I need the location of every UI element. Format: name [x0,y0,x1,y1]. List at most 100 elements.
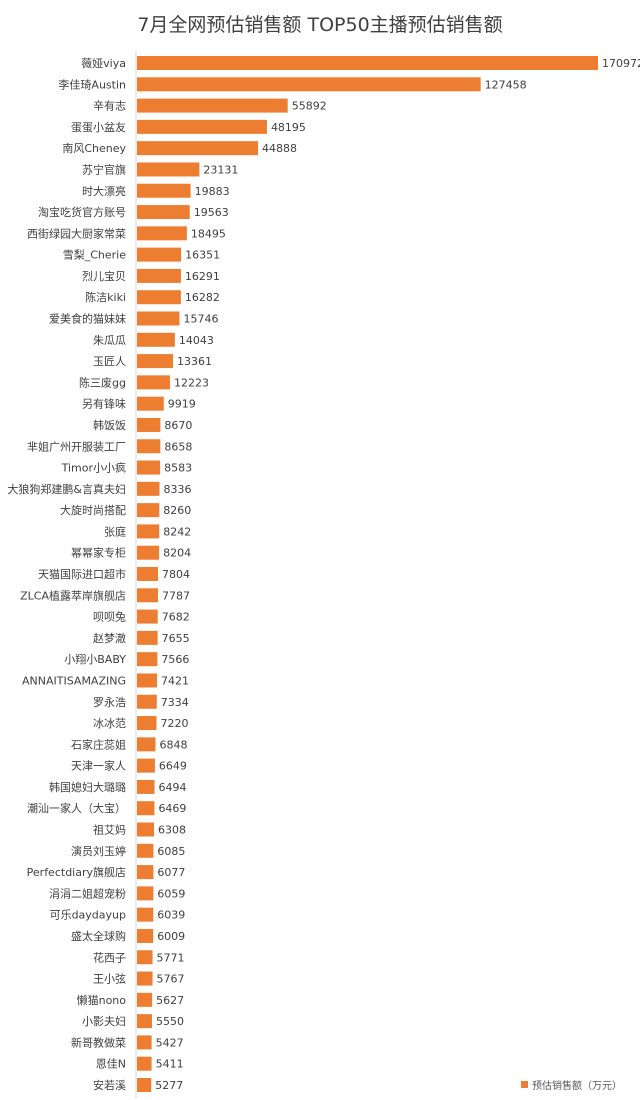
bar [137,907,154,922]
data-label: 5627 [156,994,184,1007]
bar [137,205,190,220]
bar [137,524,160,539]
bar [137,460,161,475]
category-label: 时大漂亮 [82,184,126,198]
category-label: 可乐daydayup [50,909,126,922]
bar [137,843,154,858]
data-label: 12223 [174,376,209,389]
category-label: 天猫国际进口超市 [38,567,126,581]
bar [137,545,160,560]
data-label: 7682 [162,611,190,624]
category-label: 张庭 [104,524,126,538]
data-label: 5550 [156,1015,184,1028]
legend-label: 预估销售额（万元） [532,1081,622,1092]
category-label: ANNAITISAMAZING [22,674,126,687]
category-label: Timor小小疯 [61,461,126,475]
bar [137,332,175,347]
bar [137,758,155,773]
category-label: 涓涓二姐超宠粉 [49,886,126,900]
data-label: 14043 [179,334,214,347]
category-label: 雪梨_Cherie [63,248,126,262]
data-label: 6077 [157,866,185,879]
data-label: 8260 [163,504,191,517]
data-label: 19563 [194,206,229,219]
bar [137,119,267,134]
data-label: 5277 [155,1079,183,1092]
bar [137,396,164,411]
bar [137,886,154,901]
data-label: 8658 [164,440,192,453]
data-label: 6059 [157,887,185,900]
data-label: 48195 [271,121,306,134]
data-label: 7566 [161,653,189,666]
legend: 预估销售额（万元） [521,1077,622,1092]
category-label: 懒猫nono [77,993,127,1007]
data-label: 16291 [185,270,220,283]
bar [137,673,158,688]
category-label: 辛有志 [93,99,126,113]
category-label: 幂幂家专柜 [71,546,126,560]
bar [137,354,174,369]
category-label: 小影夫妇 [82,1015,126,1028]
category-label: 呗呗兔 [93,610,126,624]
category-label: 花西子 [93,951,126,964]
data-label: 8242 [163,525,191,538]
category-label: 南风Cheney [62,142,126,155]
data-label: 16351 [185,249,220,262]
category-label: 韩饭饭 [93,418,126,432]
data-label: 8336 [163,483,191,496]
data-label: 5411 [156,1058,184,1071]
bar [137,503,160,518]
category-label: 小翔小BABY [64,652,126,666]
bar [137,77,481,92]
data-label: 6308 [158,824,186,837]
bar [137,417,161,432]
data-label: 19883 [195,185,230,198]
bar [137,247,182,262]
category-label: 新哥教做菜 [71,1035,126,1049]
data-label: 6469 [158,802,186,815]
category-label: 陈洁kiki [85,290,126,304]
data-label: 55892 [292,100,327,113]
category-label: 朱瓜瓜 [93,334,126,347]
data-label: 6085 [157,845,185,858]
data-label: 5427 [156,1036,184,1049]
bar [137,609,158,624]
bar [137,992,153,1007]
data-label: 7655 [162,632,190,645]
data-label: 8583 [164,462,192,475]
bar [137,439,161,454]
bar [137,865,154,880]
data-label: 7421 [161,674,189,687]
data-label: 8204 [163,547,191,560]
category-label: 陈三废gg [79,375,126,389]
category-label: 石家庄蕊姐 [71,737,126,751]
bar [137,716,157,731]
category-label: ZLCA植露萃岸旗舰店 [20,588,126,602]
bar [137,226,187,241]
bar [137,98,288,113]
bar [137,928,154,943]
category-label: 潮汕一家人（大宝） [27,801,126,815]
data-label: 6649 [159,760,187,773]
bar [137,141,259,156]
data-label: 5767 [157,973,185,986]
bar [137,971,153,986]
data-label: 7220 [160,717,188,730]
category-label: 爱美食的猫妹妹 [49,312,126,326]
bar [137,779,155,794]
bar [137,630,158,645]
data-label: 7334 [161,696,189,709]
bar [137,737,156,752]
category-label: 韩国媳妇大璐璐 [49,780,126,794]
category-label: 王小弦 [93,972,126,986]
bar [137,1035,152,1050]
bar [137,567,159,581]
category-label: 安若溪 [93,1078,126,1092]
bar [137,1056,152,1071]
category-label: 赵梦澈 [93,631,126,645]
bar [137,694,157,709]
category-label: 盛太全球购 [71,929,126,943]
category-label: 芈姐广州开服装工厂 [27,439,126,453]
